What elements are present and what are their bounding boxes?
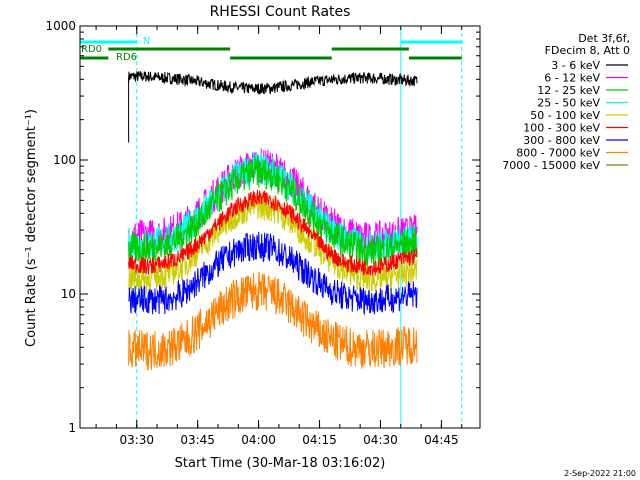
y-tick-label: 100: [53, 153, 76, 167]
legend-label: 7000 - 15000 keV: [502, 159, 600, 172]
legend-label: 300 - 800 keV: [523, 134, 600, 147]
legend-header-line1: Det 3f,6f,: [578, 32, 630, 45]
legend-header-line2: FDecim 8, Att 0: [545, 44, 630, 57]
plot-frame: [79, 25, 481, 429]
series-group: [128, 71, 418, 371]
legend-label: 3 - 6 keV: [551, 59, 600, 72]
y-tick-label: 1000: [45, 19, 76, 33]
x-tick-label: 04:30: [363, 433, 398, 447]
y-axis-label: Count Rate (s⁻¹ detector segment⁻¹): [24, 109, 39, 347]
y-tick-label: 1: [68, 421, 76, 435]
night-label: N: [143, 36, 150, 47]
x-tick-label: 04:15: [302, 433, 337, 447]
axes: 1 10 100 1000 03:30 03:45 04:00 04:15 04:30 04:45: [45, 19, 481, 447]
x-tick-label: 04:00: [241, 433, 276, 447]
series-line: [128, 71, 418, 95]
x-tick-label: 03:30: [119, 433, 154, 447]
chart-title: RHESSI Count Rates: [210, 4, 351, 20]
legend-label: 6 - 12 keV: [544, 72, 600, 85]
series-line: [128, 231, 418, 315]
series-line: [128, 189, 418, 277]
rd6-label: RD6: [116, 52, 137, 63]
y-tick-label: 10: [61, 287, 76, 301]
legend-label: 800 - 7000 keV: [516, 147, 600, 160]
x-axis-label: Start Time (30-Mar-18 03:16:02): [175, 456, 386, 471]
rd0-label: RD0: [81, 44, 102, 55]
series-line: [128, 155, 418, 267]
legend-label: 25 - 50 keV: [537, 97, 600, 110]
x-tick-label: 03:45: [180, 433, 215, 447]
legend-label: 50 - 100 keV: [530, 109, 600, 122]
series-line: [128, 271, 418, 371]
x-tick-label: 04:45: [424, 433, 459, 447]
date-stamp: 2-Sep-2022 21:00: [564, 469, 636, 478]
rd-bars: RD0 RD6: [80, 44, 462, 63]
legend-label: 100 - 300 keV: [523, 122, 600, 135]
legend-label: 12 - 25 keV: [537, 84, 600, 97]
